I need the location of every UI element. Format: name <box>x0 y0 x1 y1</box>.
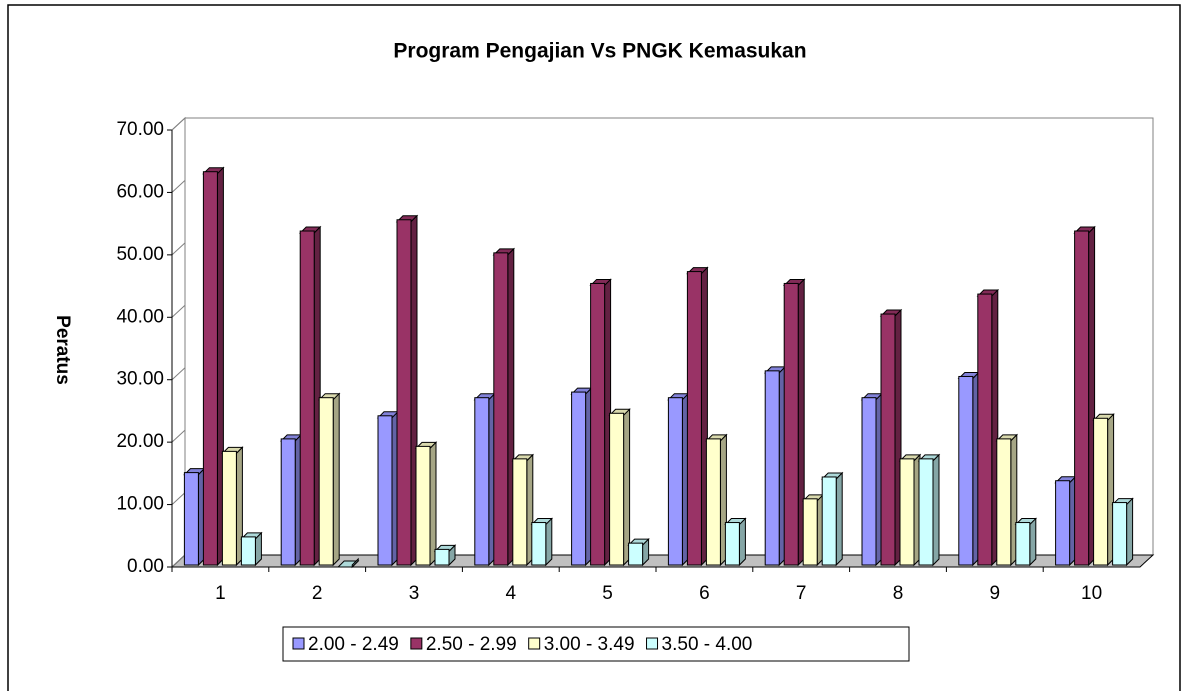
bar <box>299 230 315 566</box>
bar-side <box>332 392 340 567</box>
y-tick-label: 0.00 <box>127 556 164 577</box>
bar <box>396 219 412 566</box>
x-tick-label: 10 <box>1081 583 1102 604</box>
bar <box>899 458 915 566</box>
bar <box>183 472 199 566</box>
bar <box>1015 522 1031 566</box>
bar <box>821 476 837 566</box>
bar <box>415 445 431 566</box>
bar <box>802 498 818 566</box>
bar <box>221 450 237 566</box>
bar <box>764 370 780 566</box>
legend-swatch <box>646 637 659 650</box>
bar <box>434 548 450 566</box>
bar <box>918 458 934 566</box>
bar <box>1112 502 1128 566</box>
x-tick-label: 6 <box>699 583 710 604</box>
bar <box>880 313 896 566</box>
bar-side <box>932 453 940 567</box>
bar <box>318 397 334 566</box>
x-tick-label: 1 <box>215 583 226 604</box>
bar <box>996 438 1012 566</box>
grid-line <box>171 304 186 318</box>
grid-line <box>171 492 186 505</box>
bar-side <box>738 517 746 567</box>
chart-title: Program Pengajian Vs PNGK Kemasukan <box>393 40 806 63</box>
bar <box>531 522 547 566</box>
y-tick-label: 50.00 <box>116 244 164 265</box>
bar <box>571 391 587 566</box>
grid-line <box>171 117 186 131</box>
bar <box>1093 417 1109 566</box>
bar-side <box>254 531 262 567</box>
legend-label: 3.50 - 4.00 <box>662 634 753 655</box>
bar <box>724 522 740 566</box>
legend-swatch <box>410 637 423 650</box>
grid-line <box>171 554 186 568</box>
x-tick-label: 4 <box>506 583 517 604</box>
bar-side <box>429 441 437 567</box>
legend-swatch <box>528 637 541 650</box>
bar <box>377 415 393 566</box>
legend-label: 3.00 - 3.49 <box>544 634 635 655</box>
bar-side <box>1126 497 1134 567</box>
y-tick-label: 70.00 <box>116 119 164 140</box>
legend-label: 2.50 - 2.99 <box>426 634 517 655</box>
bar-side <box>623 408 631 567</box>
x-tick-label: 3 <box>409 583 420 604</box>
bar <box>958 375 974 566</box>
x-tick-label: 5 <box>602 583 613 604</box>
y-tick-label: 40.00 <box>116 306 164 327</box>
y-tick-label: 30.00 <box>116 369 164 390</box>
bar <box>667 397 683 566</box>
grid-line <box>171 367 186 381</box>
grid-line <box>171 429 186 443</box>
bar <box>628 542 644 566</box>
x-tick-label: 9 <box>990 583 1001 604</box>
x-tick-label: 7 <box>796 583 807 604</box>
y-tick-label: 60.00 <box>116 181 164 202</box>
bar <box>1074 230 1090 566</box>
bar <box>590 282 606 566</box>
grid-line <box>171 242 186 256</box>
bar-side <box>351 557 359 569</box>
bar <box>280 438 296 566</box>
bar <box>705 438 721 566</box>
bar <box>783 282 799 566</box>
x-tick-label: 8 <box>893 583 904 604</box>
legend-label: 2.00 - 2.49 <box>308 634 399 655</box>
side-wall <box>171 116 186 569</box>
bar <box>474 397 490 566</box>
bar <box>686 271 702 566</box>
y-tick-label: 20.00 <box>116 431 164 452</box>
bar-side <box>545 517 553 567</box>
bar <box>1055 480 1071 566</box>
bar <box>202 171 218 566</box>
bar <box>512 458 528 566</box>
bar <box>977 293 993 566</box>
legend-swatch <box>292 637 305 650</box>
bar-side <box>835 471 843 567</box>
grid-line <box>171 180 186 193</box>
bar <box>609 412 625 566</box>
legend <box>282 626 910 662</box>
y-tick-label: 10.00 <box>116 494 164 515</box>
bar <box>240 536 256 566</box>
bar-side <box>1029 517 1037 567</box>
bar <box>861 397 877 566</box>
x-tick-label: 2 <box>312 583 323 604</box>
y-axis-label: Peratus <box>52 315 73 385</box>
bar <box>493 252 509 566</box>
